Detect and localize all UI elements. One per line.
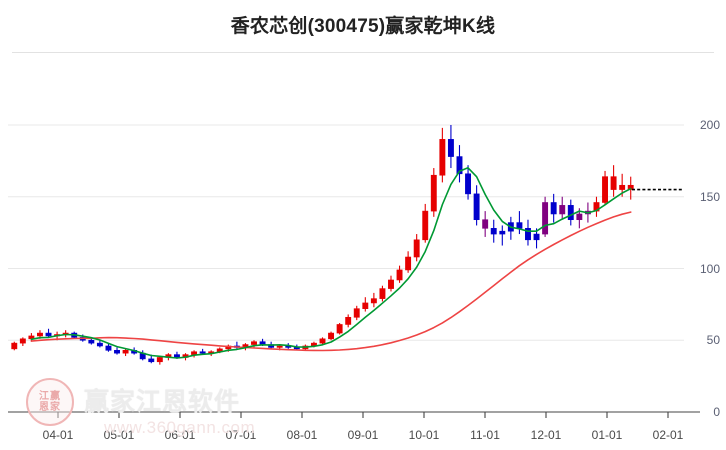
candle-body <box>422 210 429 241</box>
candle-body <box>619 184 626 190</box>
candle-body <box>370 298 377 304</box>
candle-body <box>430 174 437 212</box>
candle-body <box>88 339 95 344</box>
candle-body <box>456 156 463 175</box>
candle-body <box>19 338 26 344</box>
candle-body <box>396 269 403 281</box>
candle-body <box>45 332 52 337</box>
candle-body <box>533 233 540 241</box>
candle-body <box>490 228 497 235</box>
candle-body <box>353 308 360 318</box>
candle-body <box>122 349 129 354</box>
candle-body <box>345 316 352 325</box>
candle-body <box>602 176 608 203</box>
x-axis-label: 01-01 <box>591 428 623 442</box>
candlestick-series <box>11 125 634 365</box>
candle-body <box>576 213 583 221</box>
candle-body <box>542 202 549 235</box>
candle-body <box>559 205 566 215</box>
candle-body <box>336 324 343 334</box>
candle-body <box>114 349 120 354</box>
candle-body <box>447 139 454 157</box>
x-axis-label: 10-01 <box>408 428 440 442</box>
x-axis-label: 07-01 <box>225 428 257 442</box>
candle-body <box>251 341 257 345</box>
y-axis-label: 200 <box>699 118 720 132</box>
y-axis-label: 150 <box>699 189 720 204</box>
x-axis-label: 04-01 <box>42 428 74 442</box>
candle-body <box>413 239 420 258</box>
page-title: 香农芯创(300475)赢家乾坤K线 <box>230 16 496 37</box>
y-axis-label: 0 <box>713 405 720 419</box>
candle-body <box>439 139 446 176</box>
candle-body <box>199 351 206 354</box>
x-axis-label: 09-01 <box>347 428 379 442</box>
candle-body <box>276 345 283 348</box>
candle-body <box>405 256 412 271</box>
candle-body <box>319 338 326 344</box>
x-axis-label: 05-01 <box>103 428 135 442</box>
candle-body <box>473 193 480 221</box>
candle-body <box>191 351 198 355</box>
candle-body <box>499 230 506 235</box>
candle-body <box>105 345 112 351</box>
x-axis-label: 12-01 <box>530 428 562 442</box>
y-axis-label: 100 <box>699 261 720 276</box>
x-axis-label: 06-01 <box>164 428 196 442</box>
candle-body <box>362 302 369 309</box>
candle-body <box>11 342 18 350</box>
x-axis-label: 08-01 <box>286 428 318 442</box>
candle-body <box>37 332 43 337</box>
candle-body <box>148 358 155 363</box>
y-axis-label: 50 <box>706 333 720 348</box>
candle-body <box>156 357 163 363</box>
candle-body <box>379 288 386 299</box>
candle-body <box>610 176 617 190</box>
ma-slow-line <box>30 211 632 352</box>
candle-body <box>388 279 394 289</box>
x-axis-label: 02-01 <box>652 428 684 442</box>
candle-body <box>567 205 574 221</box>
candle-body <box>96 342 103 347</box>
x-axis-label: 11-01 <box>470 428 500 442</box>
candle-body <box>465 173 472 195</box>
ma-fast-line <box>30 167 632 359</box>
candle-body <box>328 332 335 340</box>
candle-body <box>482 219 489 229</box>
candle-body <box>516 222 523 229</box>
candle-body <box>550 202 557 215</box>
title-divider <box>12 52 714 53</box>
candle-body <box>525 228 531 241</box>
